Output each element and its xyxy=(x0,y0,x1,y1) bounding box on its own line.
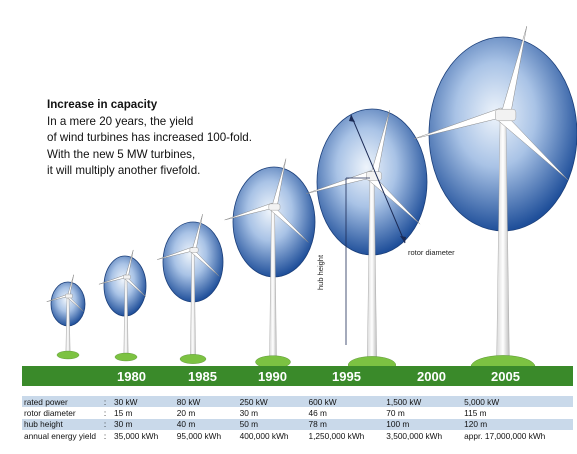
table-cell: 15 m xyxy=(113,408,133,419)
table-cell: 5,000 kW xyxy=(462,396,573,408)
table-cell: 35,000 kWh xyxy=(113,430,159,441)
turbine-base xyxy=(114,352,138,362)
ground-strip xyxy=(22,366,573,386)
hub-height-label: hub height xyxy=(316,254,325,290)
table-cell: 100 m xyxy=(384,418,463,431)
year-2005: 2005 xyxy=(491,369,520,384)
intro-text: Increase in capacity In a mere 20 years,… xyxy=(47,97,277,180)
spec-table: rated power : 30 kW 80 kW 250 kW 600 kW … xyxy=(22,396,573,442)
year-1980: 1980 xyxy=(117,369,146,384)
arrow-head xyxy=(349,115,355,122)
table-cell: 20 m xyxy=(176,408,196,419)
year-1995: 1995 xyxy=(332,369,361,384)
table-row: hub height : 30 m 40 m 50 m 78 m 100 m 1… xyxy=(22,418,573,431)
table-row: rotor diameter : 15 m 20 m 30 m 46 m 70 … xyxy=(22,407,573,418)
nacelle xyxy=(65,293,73,299)
nacelle xyxy=(366,171,382,181)
table-cell: 400,000 kWh xyxy=(239,430,289,441)
intro-line-1: In a mere 20 years, the yield xyxy=(47,114,194,128)
table-cell: 78 m xyxy=(306,418,385,431)
year-1985: 1985 xyxy=(188,369,217,384)
rotor-diameter-label: rotor diameter xyxy=(408,248,455,257)
table-cell: 1,250,000 kWh xyxy=(308,430,365,441)
row-label: annual energy yield xyxy=(24,430,96,441)
table-cell: 1,500 kW xyxy=(384,396,463,408)
table-cell: 120 m xyxy=(462,418,573,431)
table-cell: 30 m xyxy=(111,418,175,431)
table-row: rated power : 30 kW 80 kW 250 kW 600 kW … xyxy=(22,396,573,408)
table-cell: 80 kW xyxy=(174,396,238,408)
nacelle xyxy=(495,109,517,121)
nacelle xyxy=(123,274,131,280)
table-cell: 95,000 kWh xyxy=(176,430,222,441)
year-1990: 1990 xyxy=(258,369,287,384)
table-cell: 115 m xyxy=(464,408,487,419)
turbine-base xyxy=(179,354,207,364)
row-label: rated power xyxy=(22,396,98,408)
nacelle xyxy=(189,247,199,253)
year-2000: 2000 xyxy=(417,369,446,384)
table-cell: 40 m xyxy=(174,418,238,431)
table-cell: 30 m xyxy=(239,408,259,419)
table-cell: 46 m xyxy=(308,408,327,419)
arrow-head xyxy=(400,236,406,243)
table-cell: 50 m xyxy=(237,418,307,431)
table-row: annual energy yield : 35,000 kWh 95,000 … xyxy=(22,430,573,441)
row-label: hub height xyxy=(22,418,98,431)
intro-heading: Increase in capacity xyxy=(47,98,158,111)
turbine-base xyxy=(56,350,80,360)
table-cell: appr. 17,000,000 kWh xyxy=(464,430,546,441)
rotor-diameter-arrow xyxy=(350,114,406,244)
row-label: rotor diameter xyxy=(24,408,76,419)
table-cell: 600 kW xyxy=(306,396,385,408)
intro-line-3: With the new 5 MW turbines, xyxy=(47,147,196,161)
intro-line-2: of wind turbines has increased 100-fold. xyxy=(47,131,252,144)
table-cell: 70 m xyxy=(386,408,405,419)
table-cell: 250 kW xyxy=(237,396,307,408)
table-cell: 3,500,000 kWh xyxy=(386,430,443,441)
table-cell: 30 kW xyxy=(111,396,175,408)
nacelle xyxy=(268,203,281,211)
intro-line-4: it will multiply another fivefold. xyxy=(47,164,201,177)
